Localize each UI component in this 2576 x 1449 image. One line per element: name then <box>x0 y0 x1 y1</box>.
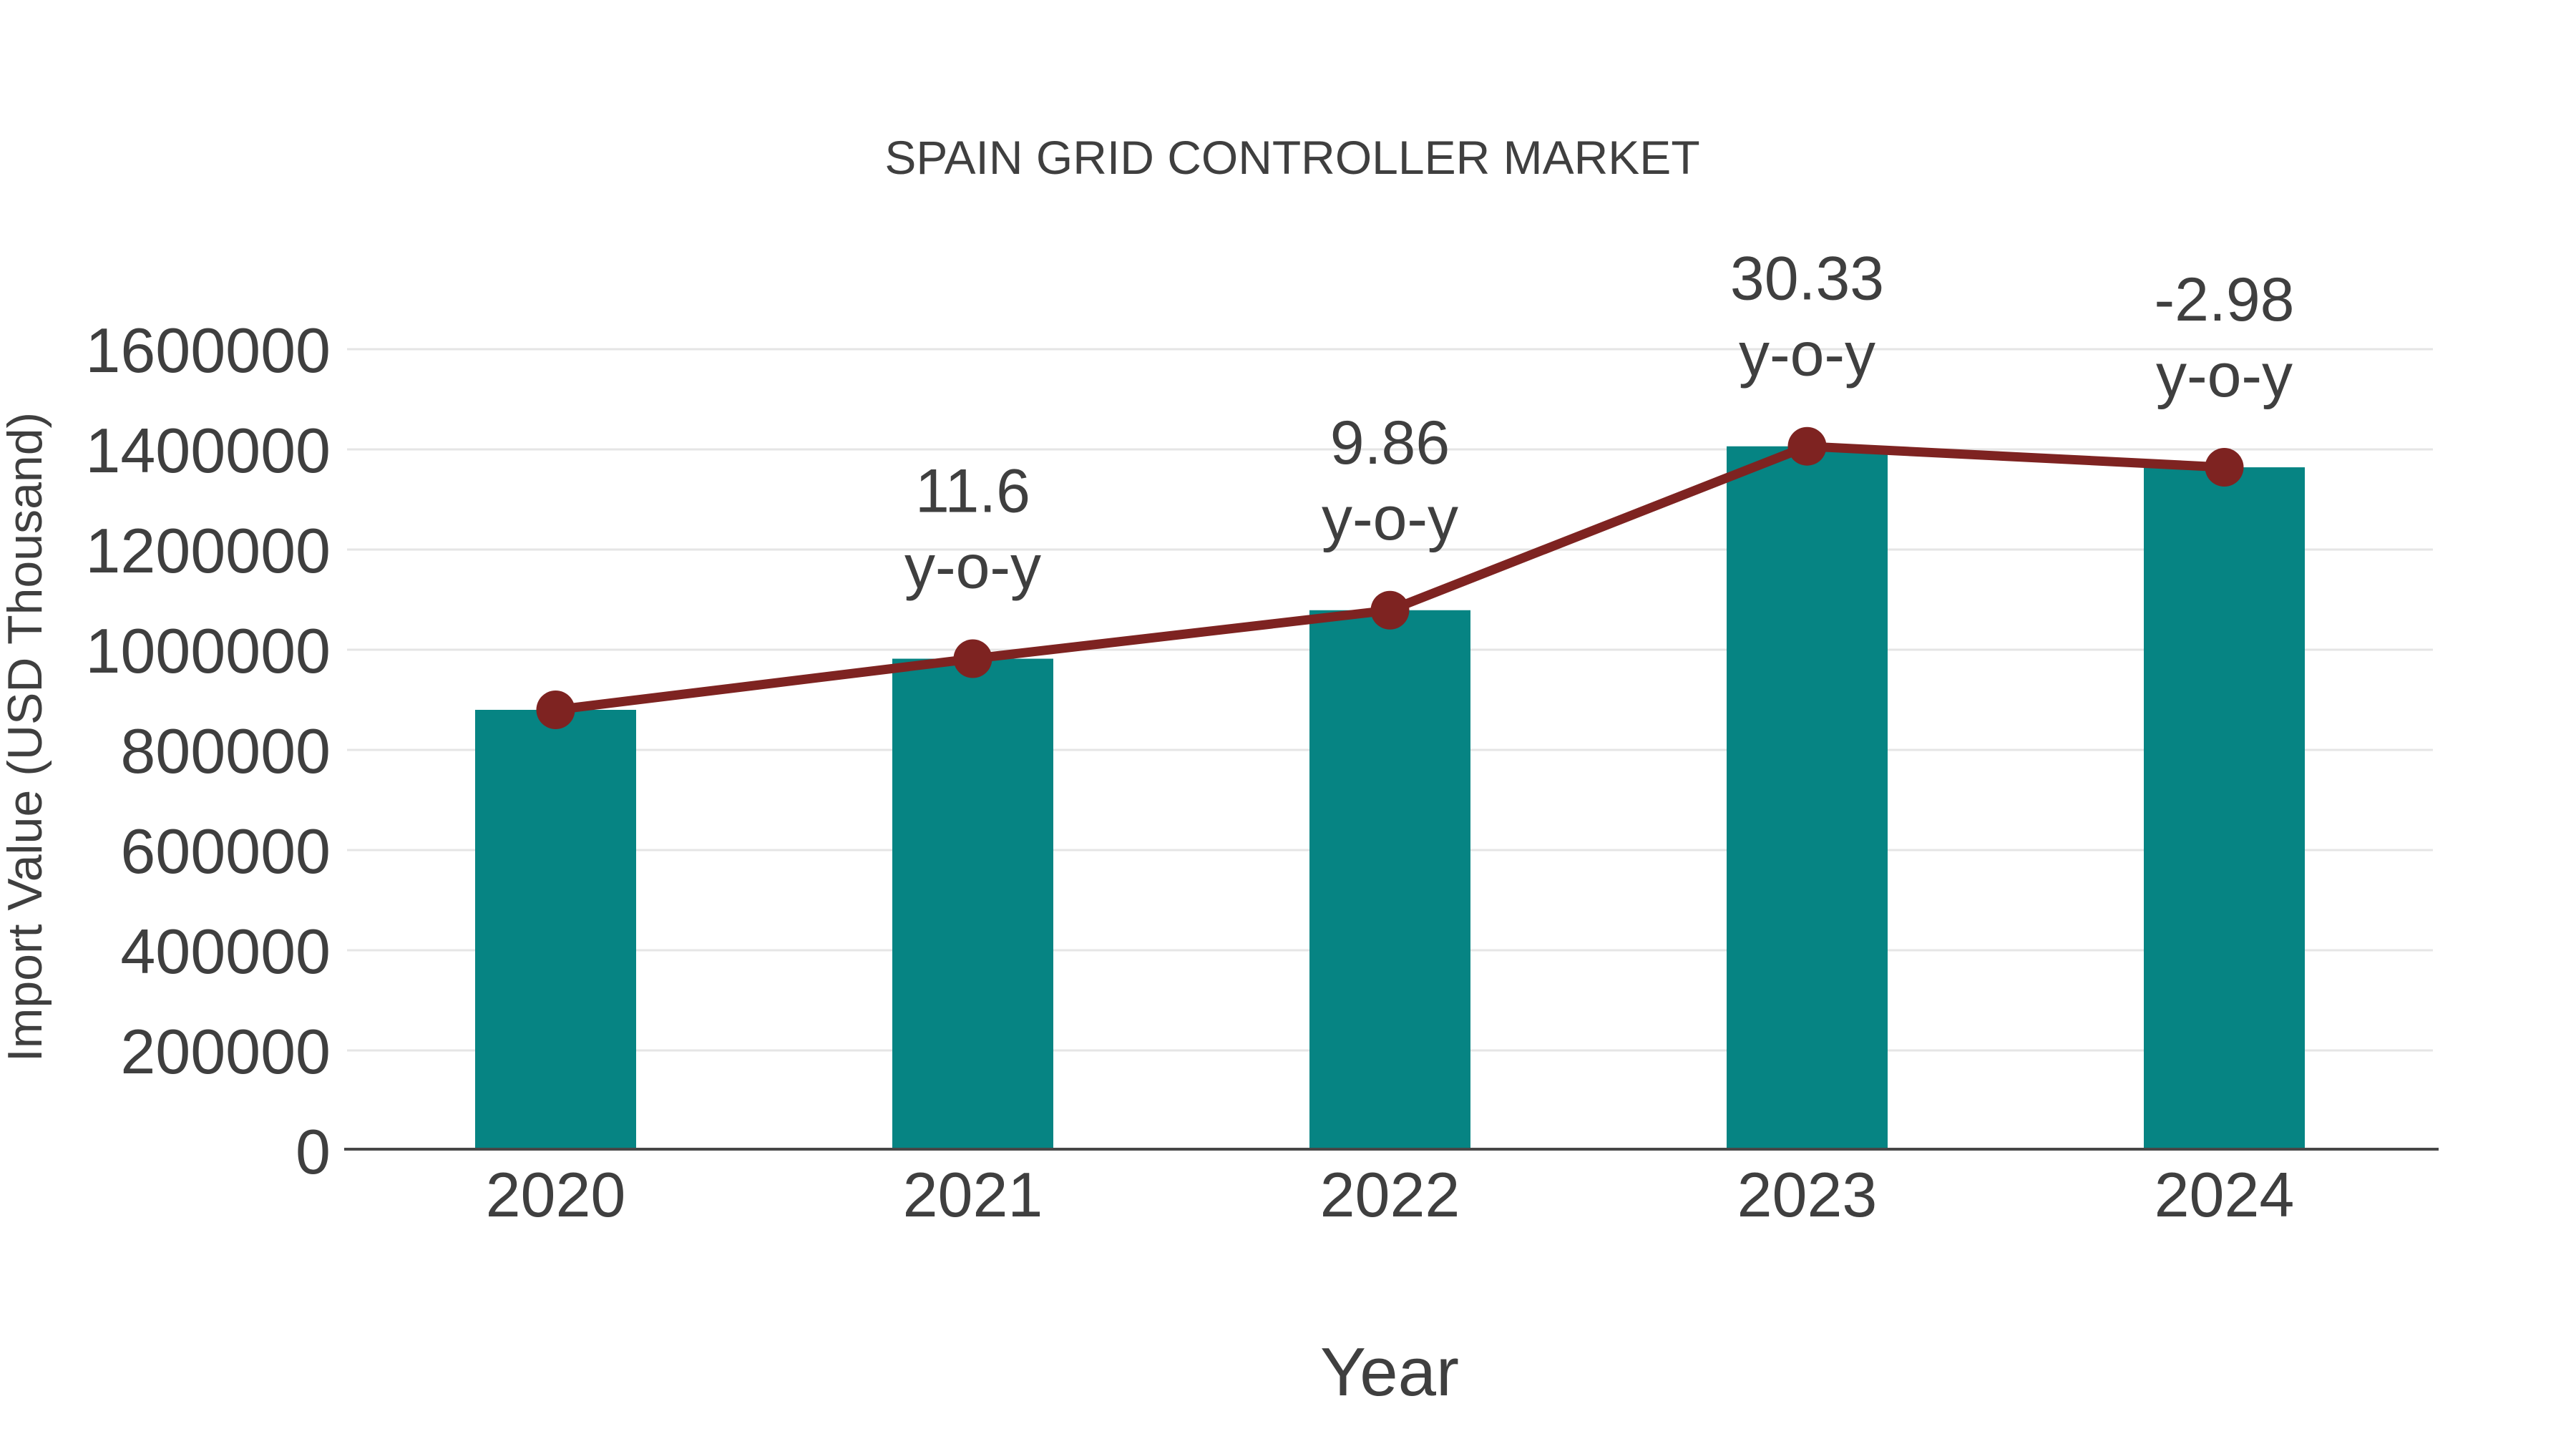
trend-marker <box>1370 590 1410 630</box>
x-tick-label: 2022 <box>1320 1159 1460 1230</box>
bar <box>2144 467 2305 1151</box>
x-axis-title: Year <box>1320 1334 1459 1410</box>
annotation-yoy-label: y-o-y <box>904 533 1041 602</box>
y-axis-title: Import Value (USD Thousand) <box>0 412 52 1062</box>
annotation-value: -2.98 <box>2154 265 2294 334</box>
x-tick-label: 2021 <box>903 1159 1043 1230</box>
x-tick-label: 2020 <box>486 1159 626 1230</box>
y-tick-label: 800000 <box>120 716 331 786</box>
chart-title: SPAIN GRID CONTROLLER MARKET <box>884 131 1699 184</box>
annotation-yoy-label: y-o-y <box>1739 321 1875 389</box>
annotation-value: 30.33 <box>1730 245 1884 313</box>
bar <box>1727 446 1888 1151</box>
bar <box>475 710 636 1151</box>
trend-marker <box>2205 448 2244 487</box>
y-tick-label: 0 <box>296 1116 331 1187</box>
trend-marker <box>953 639 992 678</box>
y-tick-label: 1600000 <box>85 315 331 386</box>
x-tick-label: 2024 <box>2155 1159 2295 1230</box>
y-tick-label: 1200000 <box>85 515 331 586</box>
bar <box>892 658 1053 1151</box>
y-tick-label: 1000000 <box>85 615 331 686</box>
x-tick-label: 2023 <box>1737 1159 1878 1230</box>
y-tick-label: 400000 <box>120 916 331 987</box>
plot-area: 0 200000 400000 600000 800000 1000000 1200000 1… <box>85 245 2439 1230</box>
y-tick-label: 200000 <box>120 1016 331 1087</box>
annotation-yoy-label: y-o-y <box>1322 484 1458 553</box>
trend-marker <box>1787 426 1827 466</box>
annotation-value: 9.86 <box>1330 409 1450 477</box>
trend-marker <box>536 691 575 729</box>
y-tick-label: 1400000 <box>85 415 331 486</box>
annotation-yoy-label: y-o-y <box>2156 341 2293 410</box>
y-tick-label: 600000 <box>120 816 331 887</box>
annotation-value: 11.6 <box>915 457 1030 526</box>
bar <box>1309 610 1470 1151</box>
